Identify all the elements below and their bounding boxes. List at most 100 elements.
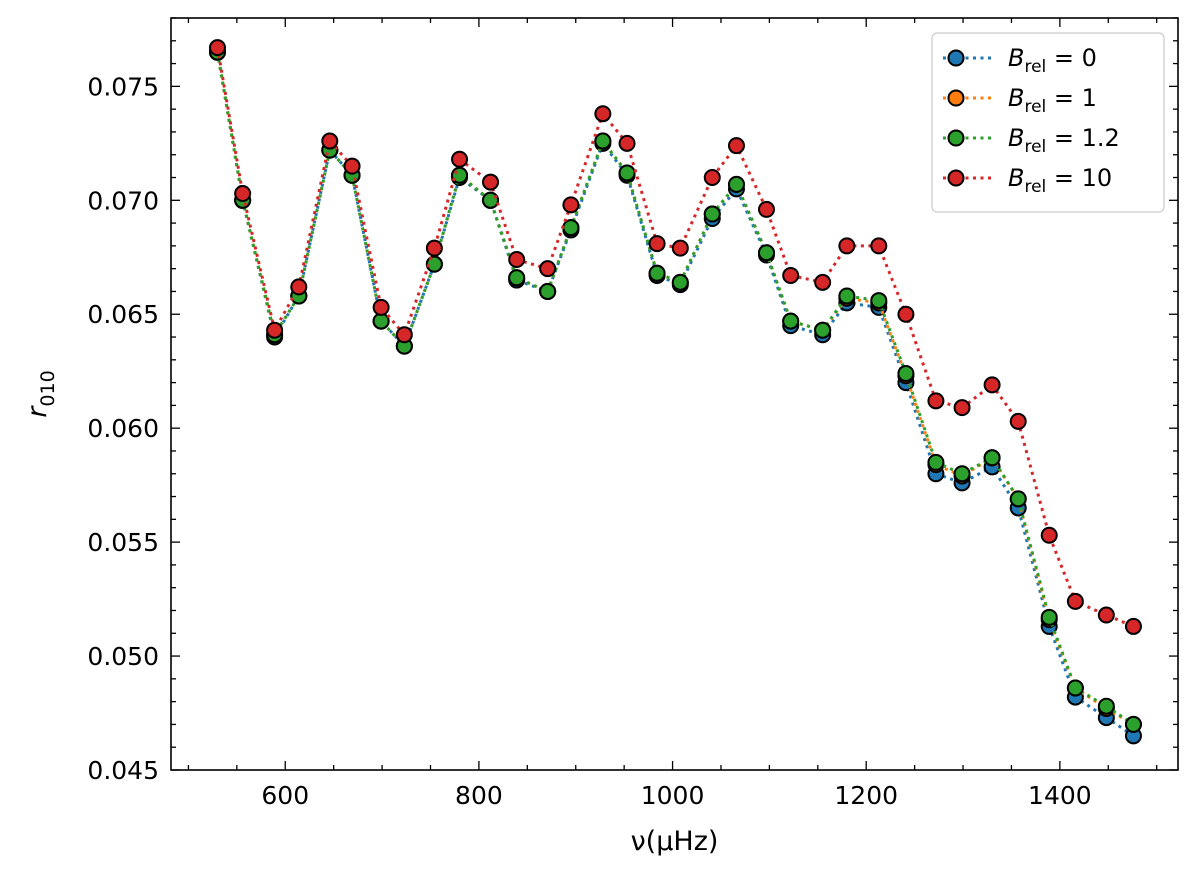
data-point-2 [727,175,745,193]
data-point-2 [757,244,775,262]
data-point-3 [234,184,252,202]
legend-label-subscript: rel [1024,97,1046,117]
data-point-3 [953,399,971,417]
y-axis-label-subscript: 010 [37,370,59,406]
data-point-2 [1009,490,1027,508]
data-point-3 [1097,606,1115,624]
legend-label-symbol: B [1008,84,1024,112]
legend-label-subscript: rel [1024,57,1046,77]
data-point-3 [208,39,226,57]
data-point-3 [482,173,500,191]
data-point-2 [703,205,721,223]
data-point-2 [539,282,557,300]
x-tick-label: 1400 [1028,781,1092,810]
series-line-2 [216,51,1135,726]
data-point-3 [321,132,339,150]
data-point-2 [870,292,888,310]
data-point-3 [451,150,469,168]
data-point-2 [1066,679,1084,697]
y-tick-label: 0.060 [87,414,159,443]
x-tick-label: 600 [261,781,309,810]
plot-frame [170,17,1179,771]
data-point-2 [814,321,832,339]
data-point-2 [838,287,856,305]
legend-label-symbol: B [1008,124,1024,152]
data-point-3 [562,196,580,214]
data-point-3 [1040,526,1058,544]
data-point-2 [927,453,945,471]
data-point-3 [897,305,915,323]
data-point-3 [1009,412,1027,430]
data-point-3 [870,237,888,255]
legend-label-value: = 1 [1046,84,1097,112]
y-tick-label: 0.075 [87,72,159,101]
data-point-3 [508,251,526,269]
data-point-3 [1124,617,1142,635]
legend-swatch-marker [947,89,965,107]
data-point-3 [290,278,308,296]
y-tick-label: 0.070 [87,186,159,215]
x-tick-label: 1200 [834,781,898,810]
data-point-2 [782,312,800,330]
x-axis-label: ν(μHz) [631,826,719,857]
data-point-2 [983,449,1001,467]
data-point-3 [372,298,390,316]
series-line-3 [216,47,1135,628]
x-tick-label: 800 [455,781,503,810]
legend-swatch-marker [947,169,965,187]
legend-label: Brel = 1.2 [1008,124,1120,157]
legend-label-value: = 1.2 [1046,124,1120,152]
data-point-3 [539,260,557,278]
data-point-3 [425,239,443,257]
legend-label-subscript: rel [1024,177,1046,197]
y-tick-label: 0.050 [87,642,159,671]
legend-label-value: = 10 [1046,164,1112,192]
data-point-3 [838,237,856,255]
data-point-3 [648,235,666,253]
x-tick-label: 1000 [641,781,705,810]
data-point-2 [594,132,612,150]
data-point-2 [1097,697,1115,715]
data-point-3 [1066,592,1084,610]
data-point-3 [757,200,775,218]
data-point-3 [671,239,689,257]
legend-label: Brel = 0 [1008,44,1097,77]
data-point-2 [618,164,636,182]
legend-label: Brel = 10 [1008,164,1112,197]
y-tick-label: 0.055 [87,528,159,557]
y-axis-label-symbol: r [22,405,53,418]
data-point-2 [897,364,915,382]
data-point-3 [395,326,413,344]
data-point-2 [671,273,689,291]
data-point-2 [508,269,526,287]
y-tick-label: 0.045 [87,756,159,785]
legend-label-value: = 0 [1046,44,1097,72]
legend-label-subscript: rel [1024,137,1046,157]
y-tick-label: 0.065 [87,300,159,329]
data-point-3 [727,137,745,155]
data-point-2 [1124,715,1142,733]
data-point-2 [1040,608,1058,626]
data-point-2 [953,465,971,483]
legend-label-symbol: B [1008,44,1024,72]
data-point-2 [562,219,580,237]
legend-swatch-marker [947,129,965,147]
series-line-0 [216,51,1135,738]
data-point-3 [594,105,612,123]
data-point-3 [814,273,832,291]
data-point-2 [482,191,500,209]
data-point-3 [343,157,361,175]
legend-swatch-marker [947,49,965,67]
data-point-2 [425,255,443,273]
data-point-3 [618,134,636,152]
data-point-3 [703,169,721,187]
legend-label: Brel = 1 [1008,84,1097,117]
data-point-3 [782,267,800,285]
y-axis-label: r010 [22,370,59,417]
data-point-2 [648,264,666,282]
data-point-3 [927,392,945,410]
legend-label-symbol: B [1008,164,1024,192]
legend-box [931,32,1165,213]
data-point-3 [983,376,1001,394]
